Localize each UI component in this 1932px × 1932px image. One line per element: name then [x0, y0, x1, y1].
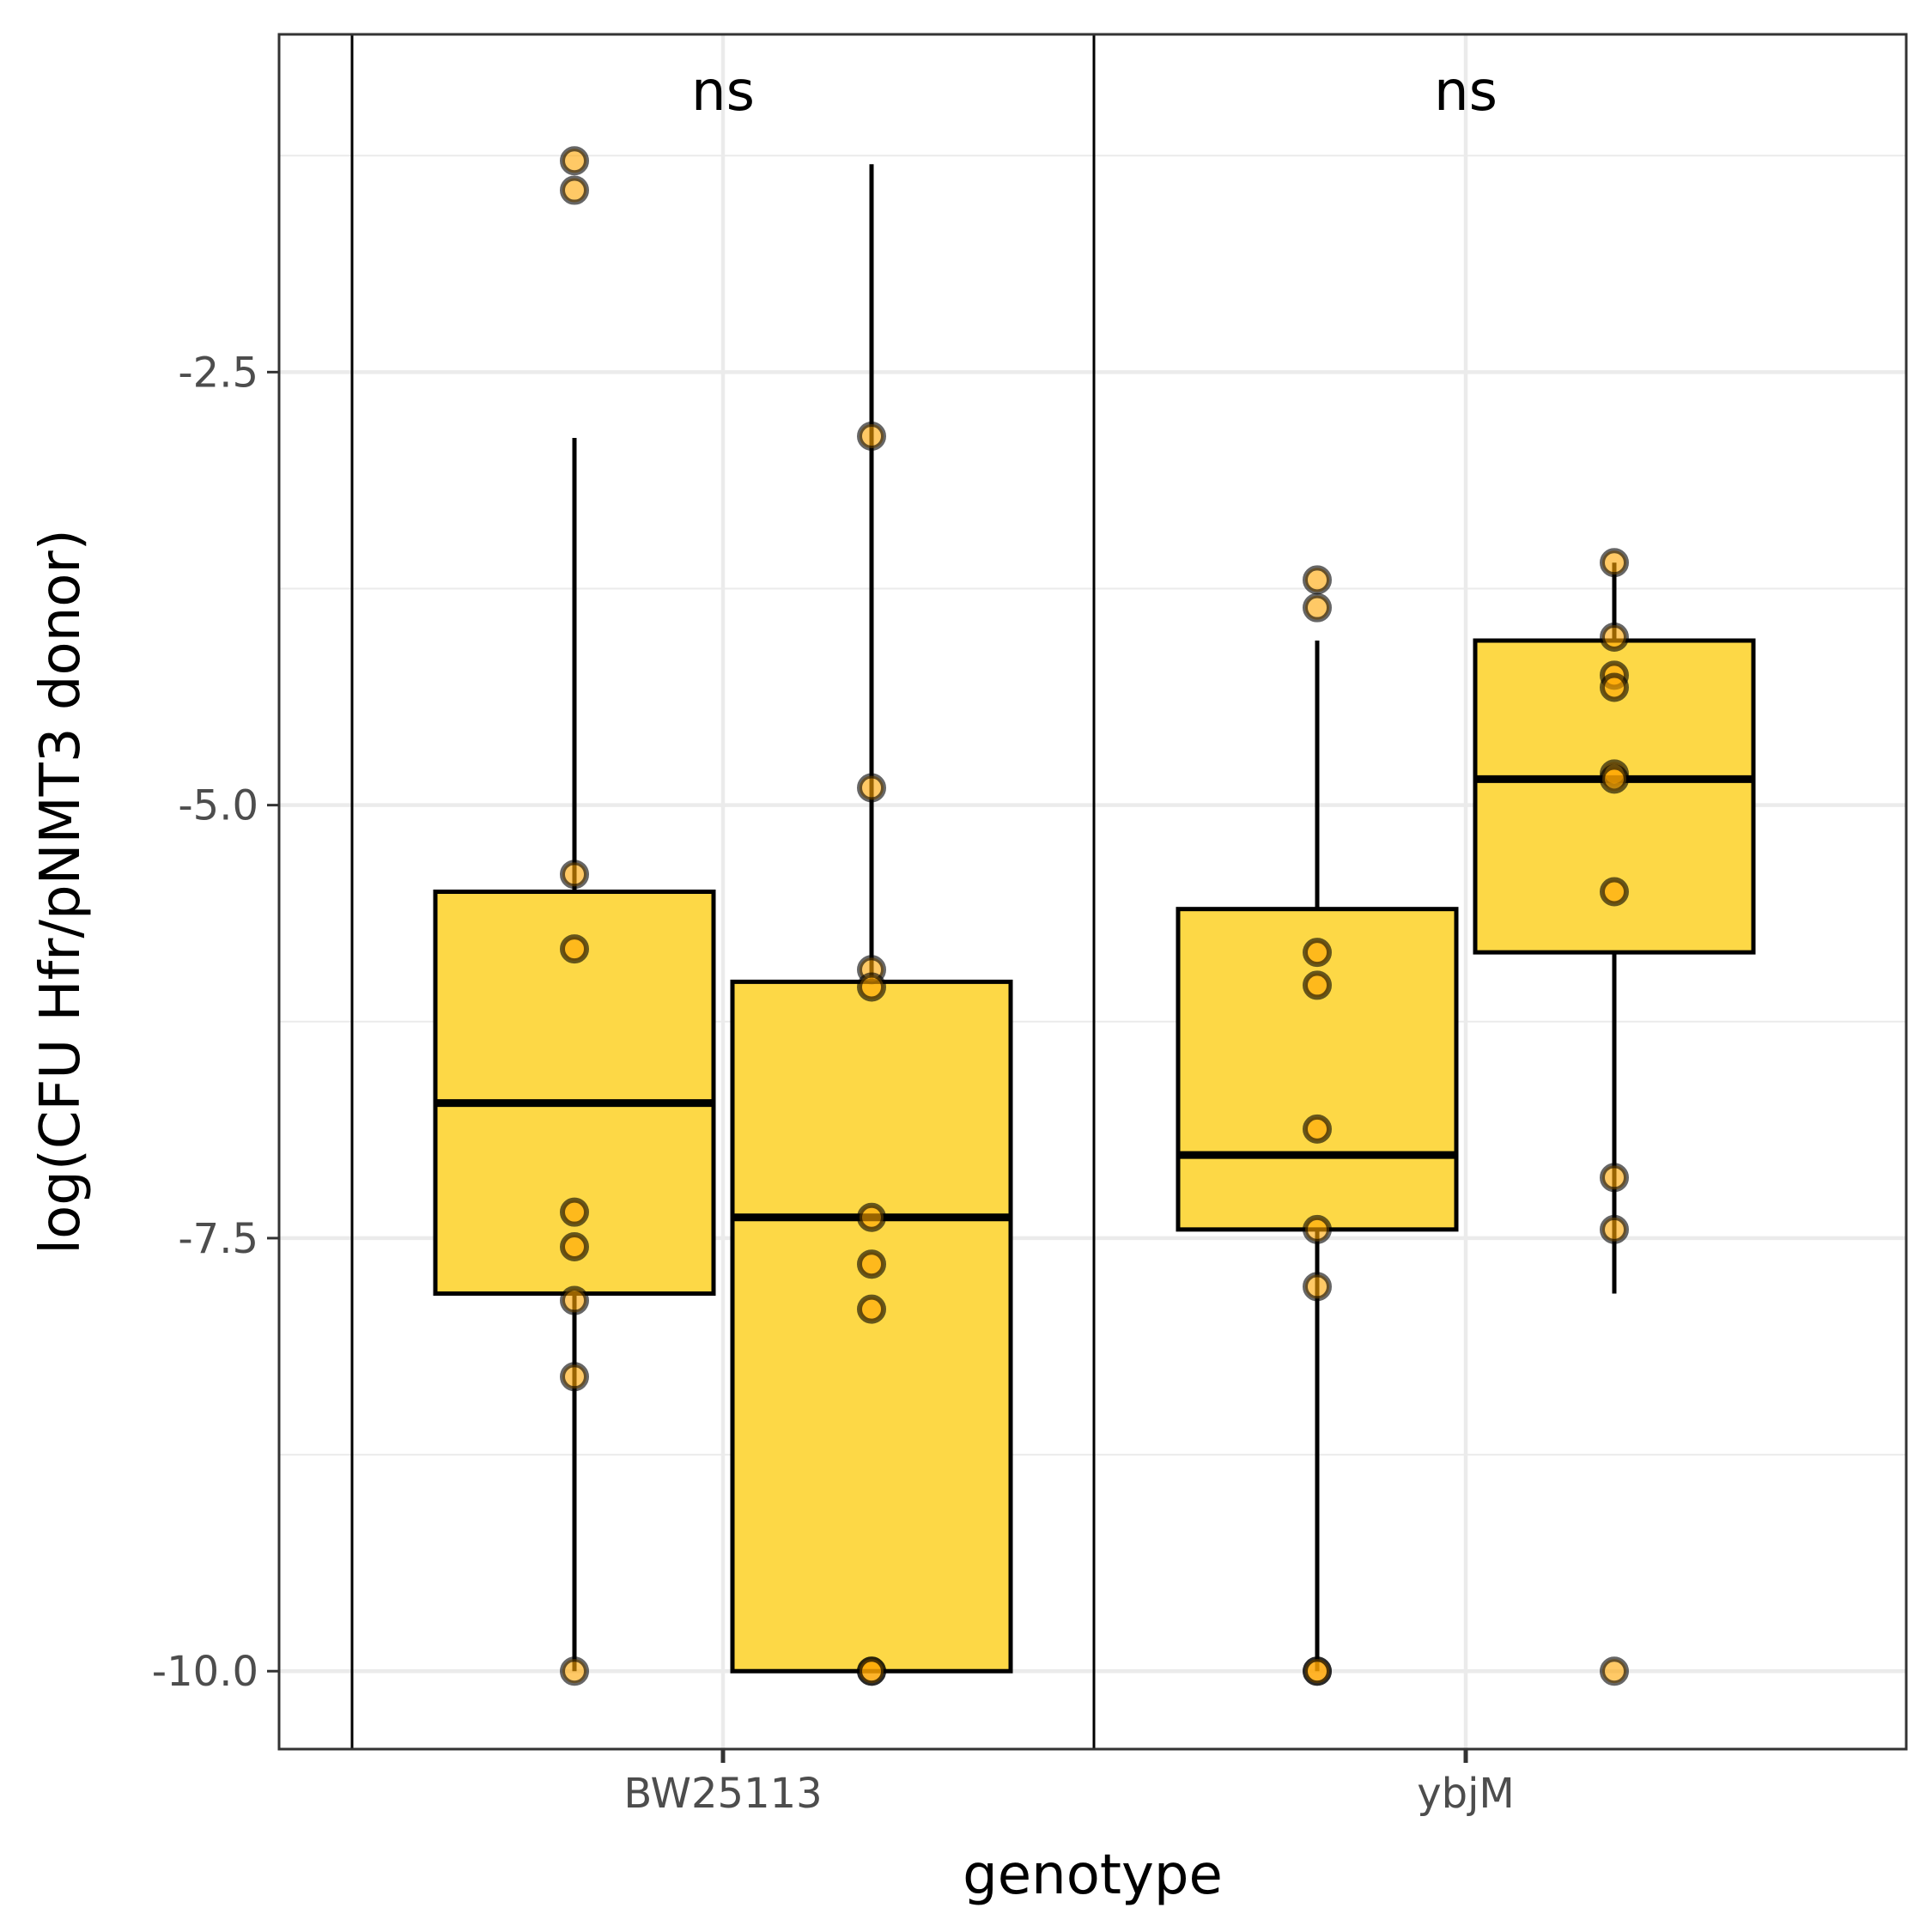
data-point [560, 860, 589, 890]
data-point [857, 972, 886, 1002]
y-tick-label: -10.0 [152, 1648, 258, 1696]
significance-annotations: ns ns [691, 60, 1498, 124]
axes: -2.5 -5.0 -7.5 -10.0 BW25113 ybjM [152, 349, 1515, 1818]
data-point [1600, 1214, 1629, 1244]
data-points [560, 146, 1629, 1686]
data-point [857, 1249, 886, 1279]
y-tick-label: -7.5 [178, 1215, 258, 1263]
significance-label: ns [691, 60, 755, 124]
y-axis-title: log(CFU Hfr/pNMT3 donor) [29, 529, 93, 1254]
data-point [560, 1197, 589, 1227]
data-point [560, 175, 589, 205]
data-point [560, 1656, 589, 1686]
data-point [1600, 672, 1629, 702]
y-tick-label: -5.0 [178, 782, 258, 830]
data-point [560, 1232, 589, 1262]
plot-panel-border [277, 33, 1908, 1751]
y-tick-label: -2.5 [178, 349, 258, 397]
data-point [1303, 1656, 1332, 1686]
x-axis-title: genotype [963, 1844, 1223, 1907]
data-point [1600, 877, 1629, 907]
data-point [560, 1285, 589, 1315]
facet-separators [350, 34, 1096, 1749]
data-point [1303, 938, 1332, 968]
data-point [1600, 548, 1629, 578]
data-point [857, 421, 886, 451]
data-point [857, 1656, 886, 1686]
data-point [857, 1294, 886, 1324]
data-point [1303, 1214, 1332, 1244]
data-point [857, 1202, 886, 1232]
x-tick-label: ybjM [1417, 1770, 1515, 1818]
data-point [560, 146, 589, 176]
data-point [1303, 1272, 1332, 1302]
data-point [1303, 592, 1332, 623]
data-point [1303, 1114, 1332, 1144]
data-point [1600, 764, 1629, 794]
data-point [857, 773, 886, 803]
x-tick-label: BW25113 [623, 1770, 822, 1818]
data-point [1600, 622, 1629, 652]
data-point [1600, 1656, 1629, 1686]
significance-label: ns [1434, 60, 1498, 124]
data-point [560, 934, 589, 964]
data-point [1303, 565, 1332, 595]
data-point [560, 1362, 589, 1392]
data-point [1303, 970, 1332, 1000]
data-point [1600, 1163, 1629, 1193]
box [730, 979, 1013, 1674]
